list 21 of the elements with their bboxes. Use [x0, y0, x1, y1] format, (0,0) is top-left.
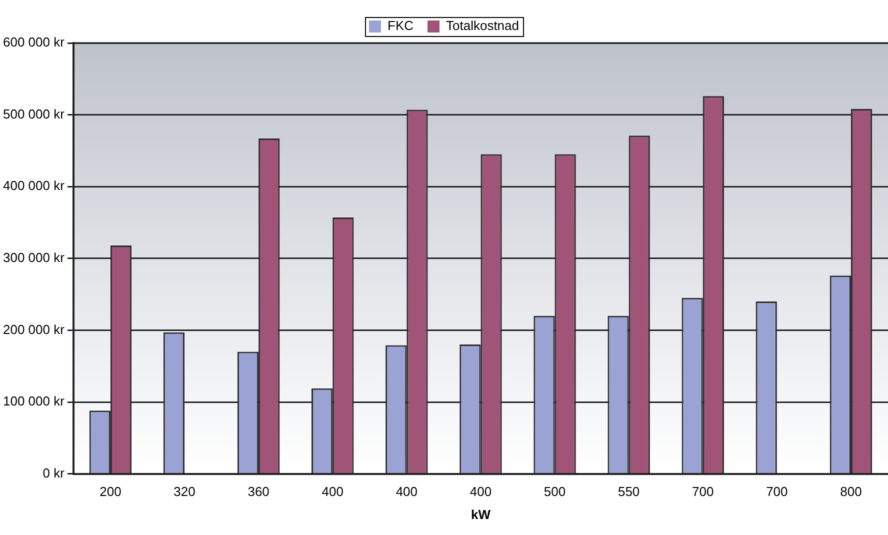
y-tick-label: 200 000 kr — [2, 322, 66, 337]
y-tick-label: 600 000 kr — [2, 34, 66, 50]
y-tick-label: 0 kr — [42, 465, 66, 480]
x-axis-title: kW — [470, 506, 492, 522]
y-tick-label: 500 000 kr — [2, 106, 66, 122]
x-tick-label: 550 — [618, 484, 640, 500]
legend-label: Totalkostnad — [446, 18, 520, 34]
x-tick-label: 800 — [840, 484, 862, 500]
y-tick-label: 100 000 kr — [2, 394, 66, 409]
y-tick-label: 300 000 kr — [2, 250, 66, 265]
y-tick-label: 400 000 kr — [2, 178, 66, 194]
x-tick-label: 700 — [766, 484, 788, 500]
x-tick-label: 360 — [248, 484, 270, 500]
x-tick-label: 500 — [544, 484, 566, 500]
x-tick-label: 200 — [100, 484, 122, 500]
x-tick-label: 400 — [470, 484, 492, 500]
x-tick-label: 400 — [322, 484, 344, 500]
x-tick-label: 700 — [692, 484, 714, 500]
x-tick-label: 400 — [396, 484, 418, 500]
legend-label: FKC — [388, 18, 414, 34]
x-tick-label: 320 — [174, 484, 196, 500]
